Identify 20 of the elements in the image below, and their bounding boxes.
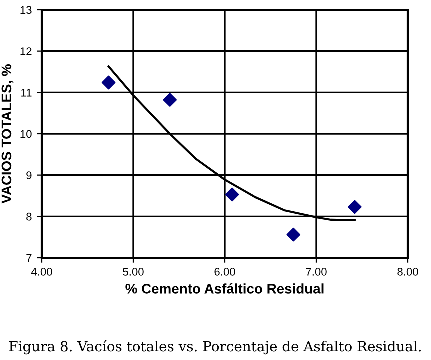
x-axis-title: % Cemento Asfáltico Residual: [126, 284, 324, 294]
y-tick-label: 13: [20, 6, 32, 14]
y-tick-label: 7: [26, 254, 32, 262]
y-tick-label: 9: [26, 172, 32, 180]
x-tick-label: 8.00: [398, 268, 418, 276]
point: [225, 188, 240, 202]
y-tick-label: 12: [20, 48, 32, 56]
x-tick-label: 6.00: [214, 268, 236, 276]
point: [102, 76, 116, 90]
point: [348, 200, 362, 214]
x-tick-label: 7.00: [306, 268, 327, 276]
y-tick-label: 8: [26, 212, 32, 221]
x-tick-label: 5.00: [123, 268, 144, 276]
y-tick-label: 10: [20, 130, 32, 138]
point: [163, 93, 178, 108]
y-axis-title: VACIOS TOTALES, %: [2, 64, 14, 204]
y-tick-label: 11: [22, 89, 32, 97]
point: [286, 228, 301, 242]
text: Figura 8. Vacíos totales vs. Porcentaje de Asfalto Residual.: [9, 340, 421, 355]
x-tick-label: 4.00: [31, 268, 52, 276]
